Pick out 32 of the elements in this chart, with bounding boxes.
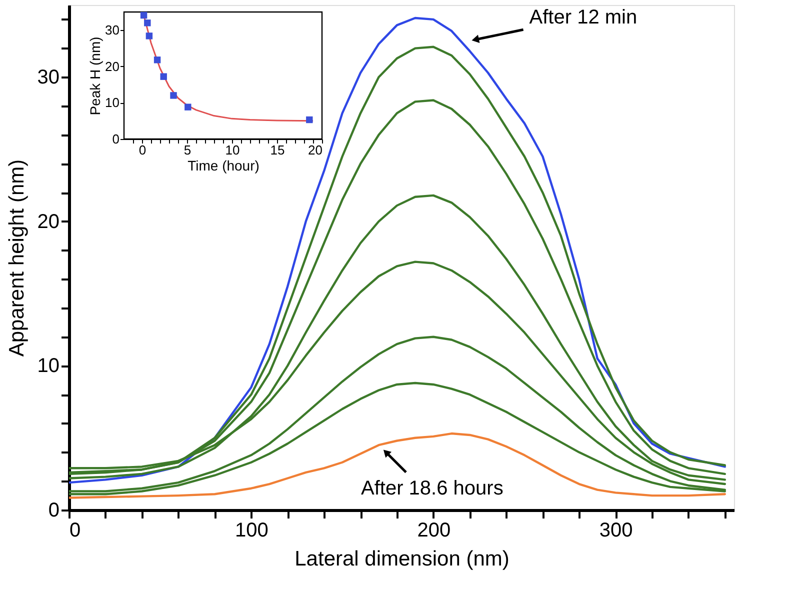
point: [170, 92, 177, 99]
point: [306, 116, 313, 124]
x-tick-label: 15: [270, 142, 285, 158]
x-tick-label: 5: [184, 142, 192, 158]
x-tick-label: 200: [417, 520, 451, 542]
annotation: After 18.6 hours: [361, 477, 504, 500]
x-tick-label: 10: [225, 142, 240, 158]
y-tick-label: 20: [37, 210, 60, 233]
x-tick-label: 300: [599, 520, 633, 542]
point: [184, 104, 192, 110]
y-tick-label: 30: [37, 66, 60, 89]
x-axis-title: Lateral dimension (nm): [294, 548, 510, 570]
x-tick-label: 0: [138, 142, 146, 158]
y-tick-label: 10: [105, 95, 120, 110]
y-tick-label: 20: [105, 58, 120, 74]
annotation: After 12 min: [529, 6, 638, 29]
line-series: [69, 432, 726, 499]
x-axis-title: Time (hour): [188, 158, 260, 174]
y-tick-label: 0: [112, 132, 120, 146]
x-tick-label: 100: [235, 520, 268, 542]
x-tick-label: 0: [70, 520, 81, 542]
point: [140, 12, 148, 19]
y-axis-title: Peak H (nm): [87, 36, 104, 116]
point: [160, 73, 167, 80]
y-axis-title: Apparent height (nm): [5, 159, 28, 357]
point: [144, 20, 151, 26]
point: [146, 32, 153, 40]
point: [154, 56, 161, 64]
y-tick-label: 10: [37, 355, 60, 378]
y-tick-label: 0: [48, 500, 60, 522]
x-tick-label: 20: [308, 142, 322, 158]
y-tick-label: 30: [105, 22, 120, 38]
